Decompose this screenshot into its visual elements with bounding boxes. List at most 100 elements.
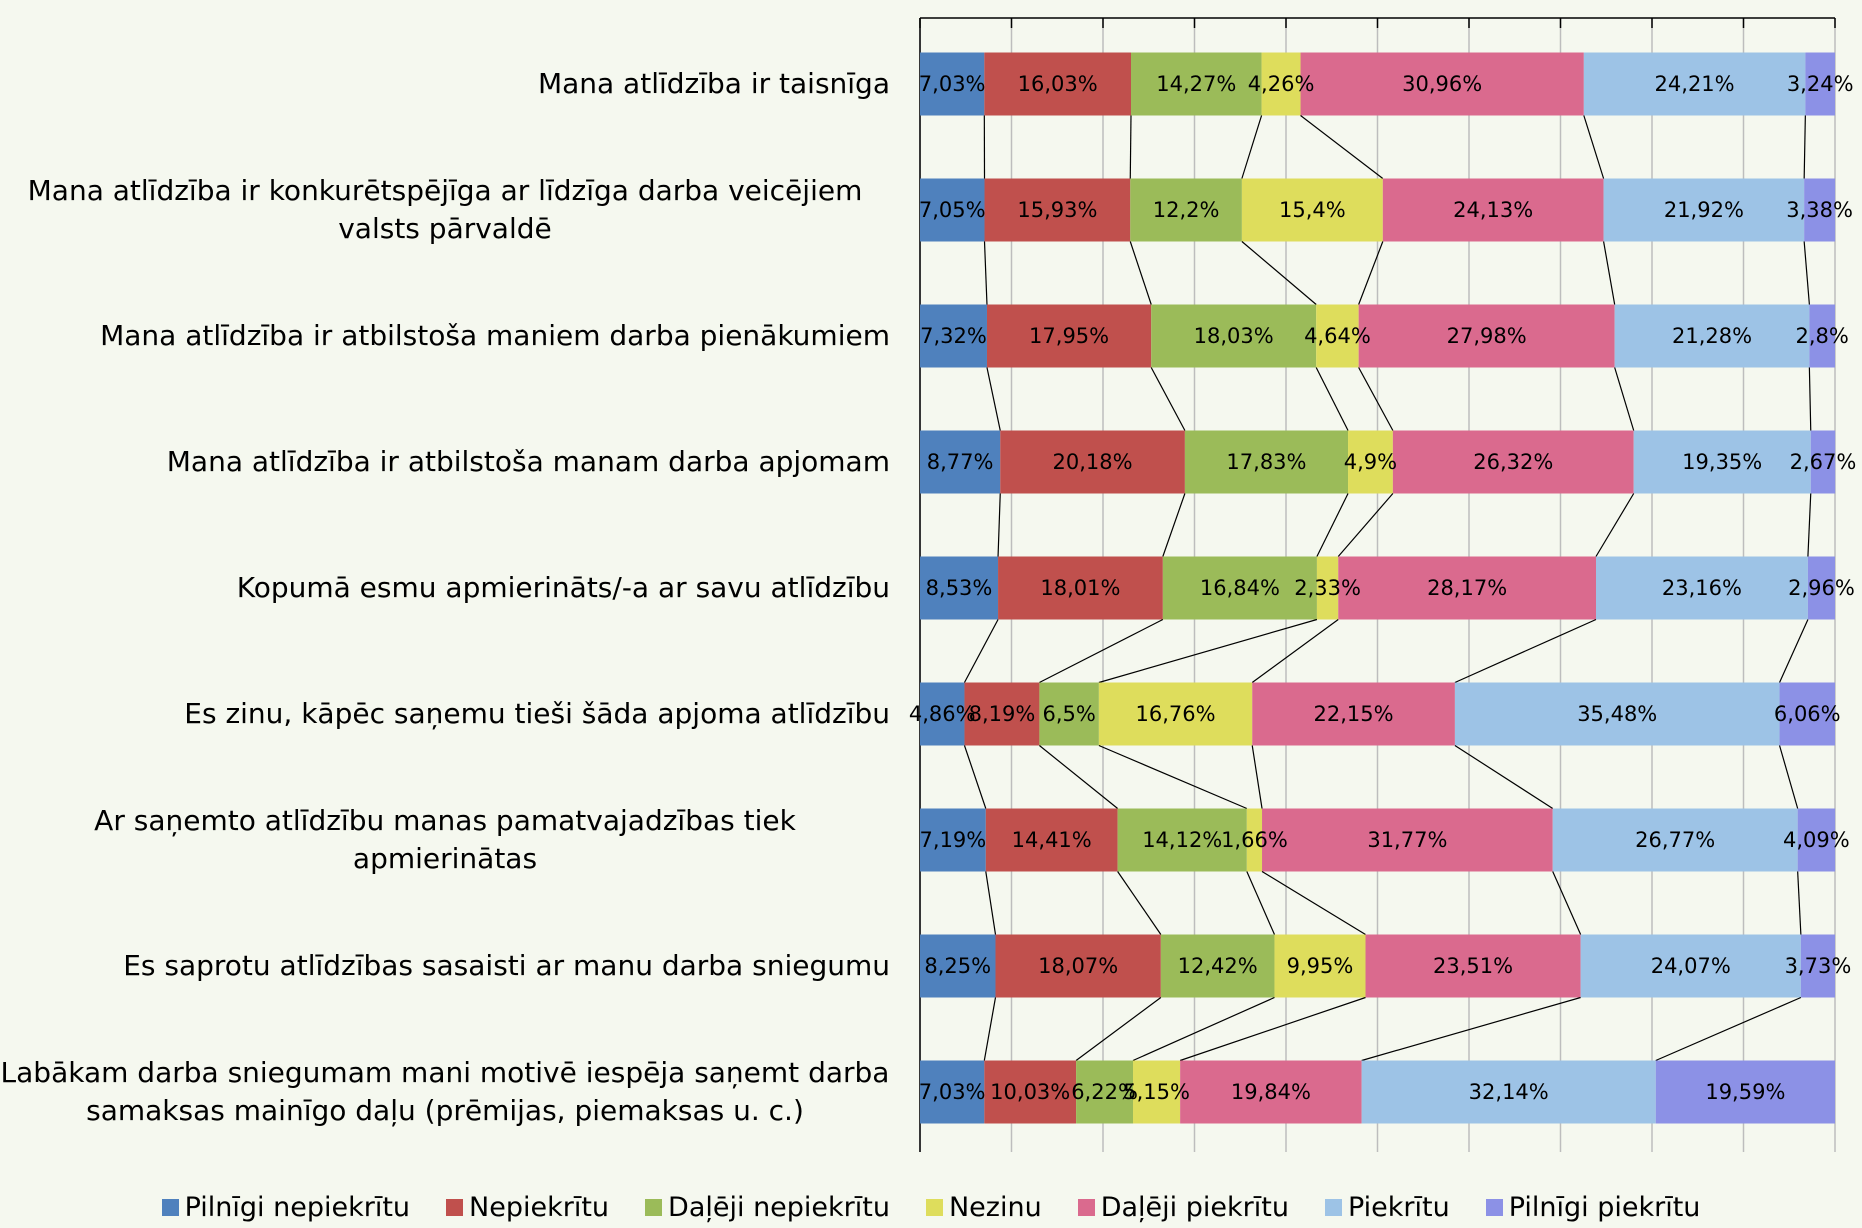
category-label: Kopumā esmu apmierināts/-a ar savu atlīd…: [237, 538, 890, 638]
series-line: [1315, 367, 1349, 431]
data-label: 2,8%: [1796, 324, 1849, 348]
data-label: 15,4%: [1279, 198, 1346, 222]
data-label: 14,41%: [1012, 828, 1092, 852]
series-line: [1162, 493, 1186, 557]
category-label: Mana atlīdzība ir konkurētspējīga ar līd…: [0, 160, 890, 260]
series-line: [1150, 367, 1186, 431]
series-line: [1129, 241, 1152, 305]
data-label: 8,25%: [924, 954, 991, 978]
series-line: [1316, 493, 1349, 557]
legend-item: Pilnīgi nepiekrītu: [161, 1192, 411, 1223]
bar-segment: [1365, 934, 1581, 998]
legend-label: Nezinu: [948, 1192, 1042, 1223]
bar-segment: [1614, 304, 1810, 368]
series-line: [1300, 115, 1384, 179]
series-line: [1117, 871, 1162, 935]
legend-label: Pilnīgi nepiekrītu: [184, 1192, 411, 1223]
legend: Pilnīgi nepiekrītu Nepiekrītu Daļēji nepie…: [0, 1192, 1862, 1223]
bar-segment: [1252, 682, 1455, 746]
bar-segment: [1810, 430, 1836, 494]
data-label: 21,28%: [1672, 324, 1752, 348]
category-label: Mana atlīdzība ir taisnīga: [538, 34, 890, 134]
bar-segment: [1583, 52, 1806, 116]
bar-segment: [1804, 178, 1836, 242]
bar-segment: [1316, 556, 1339, 620]
bar-segment: [1603, 178, 1805, 242]
series-line: [963, 619, 999, 683]
bar-segment: [1130, 178, 1242, 242]
bar-segment: [1262, 808, 1553, 872]
category-text: Kopumā esmu apmierināts/-a ar savu atlīd…: [236, 571, 890, 604]
data-label: 32,14%: [1469, 1080, 1549, 1104]
series-line: [1246, 871, 1276, 935]
data-label: 21,92%: [1664, 198, 1744, 222]
data-label: 12,42%: [1178, 954, 1258, 978]
bar-segment: [1133, 1060, 1181, 1124]
series-line: [1241, 115, 1263, 179]
data-label: 6,22%: [1071, 1080, 1138, 1104]
data-label: 2,33%: [1294, 576, 1361, 600]
data-label: 22,15%: [1314, 702, 1394, 726]
series-line: [1797, 871, 1802, 935]
series-line: [1129, 115, 1132, 179]
bar-segment: [920, 1060, 985, 1124]
bar-segment: [964, 682, 1040, 746]
legend-swatch: [925, 1199, 943, 1216]
data-label: 4,64%: [1304, 324, 1371, 348]
series-line: [1075, 997, 1162, 1061]
category-label: Ar saņemto atlīdzību manas pamatvajadzīb…: [0, 790, 890, 890]
legend-item: Pilnīgi piekrītu: [1485, 1192, 1701, 1223]
bar-segment: [1261, 52, 1301, 116]
bar-segment: [920, 934, 996, 998]
series-line: [1807, 493, 1812, 557]
bar-segment: [1655, 1060, 1835, 1124]
bar-segment: [920, 556, 999, 620]
data-label: 31,77%: [1367, 828, 1447, 852]
data-label: 26,77%: [1635, 828, 1715, 852]
bar-segment: [1361, 1060, 1656, 1124]
series-line: [1603, 241, 1616, 305]
data-label: 6,06%: [1774, 702, 1841, 726]
series-line: [1039, 618, 1164, 684]
series-line: [1251, 745, 1263, 809]
bar-segment: [1454, 682, 1780, 746]
data-label: 12,2%: [1153, 198, 1220, 222]
data-label: 14,27%: [1156, 72, 1236, 96]
bar-segment: [920, 682, 965, 746]
series-line: [983, 241, 988, 305]
series-line: [963, 745, 987, 809]
bar-segment: [1184, 430, 1349, 494]
series-line: [1098, 618, 1318, 684]
bar-segment: [1000, 430, 1185, 494]
bar-segment: [1348, 430, 1393, 494]
category-text: Es zinu, kāpēc saņemu tieši šāda apjoma …: [184, 697, 890, 730]
data-label: 23,51%: [1433, 954, 1513, 978]
bar-segment: [985, 808, 1118, 872]
data-label: 26,32%: [1473, 450, 1553, 474]
bar-segment: [1633, 430, 1811, 494]
series-line: [1803, 115, 1806, 179]
data-label: 4,09%: [1783, 828, 1850, 852]
legend-label: Pilnīgi piekrītu: [1508, 1192, 1701, 1223]
data-label: 17,95%: [1029, 324, 1109, 348]
series-line: [1337, 493, 1394, 557]
data-label: 27,98%: [1447, 324, 1527, 348]
data-label: 18,01%: [1040, 576, 1120, 600]
bar-segment: [984, 52, 1131, 116]
data-label: 6,5%: [1042, 702, 1095, 726]
bar-segment: [984, 1060, 1077, 1124]
legend-swatch: [1324, 1199, 1342, 1216]
data-label: 7,05%: [919, 198, 986, 222]
data-label: 8,77%: [927, 450, 994, 474]
data-label: 7,19%: [920, 828, 987, 852]
series-line: [1098, 744, 1248, 810]
bar-segment: [920, 304, 987, 368]
series-line: [1251, 619, 1339, 683]
series-line: [1803, 241, 1810, 305]
legend-item: Piekrītu: [1324, 1192, 1450, 1223]
series-line: [1779, 619, 1809, 683]
category-text: Mana atlīdzība ir taisnīga: [537, 67, 890, 100]
data-label: 7,03%: [919, 72, 986, 96]
data-label: 8,53%: [926, 576, 993, 600]
